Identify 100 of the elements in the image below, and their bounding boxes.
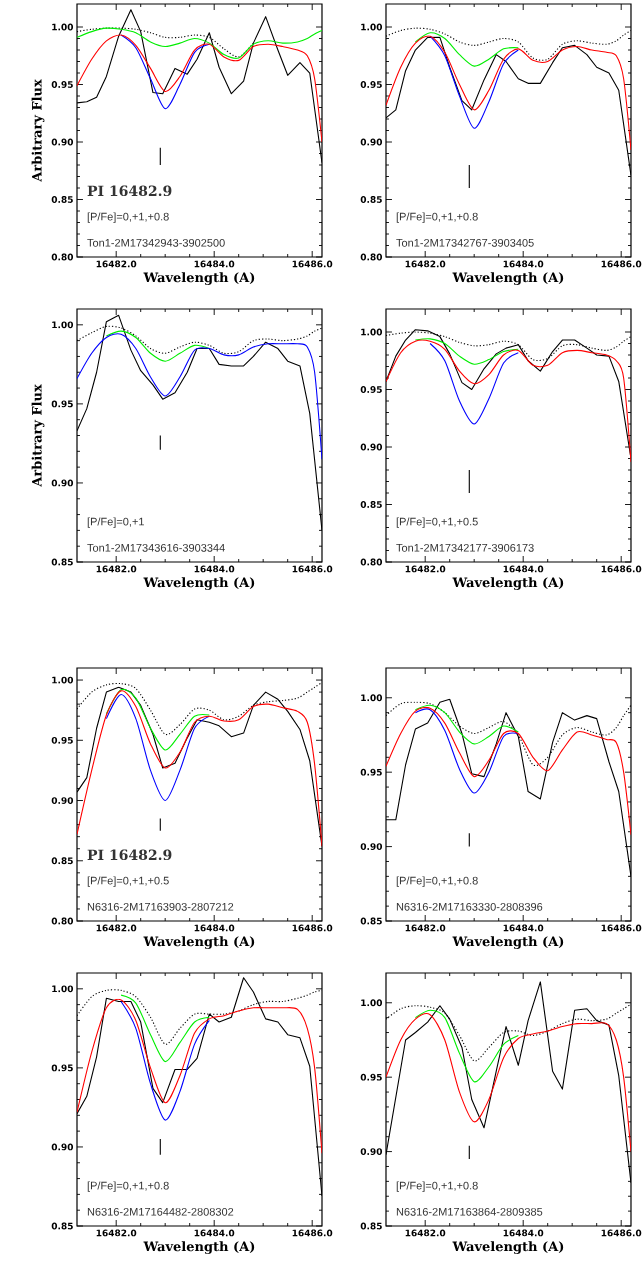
x-tick-label: 16484.0 bbox=[194, 924, 235, 932]
annotation: [P/Fe]=0,+1,+0.5 bbox=[87, 876, 169, 887]
annotation: [P/Fe]=0,+1,+0.8 bbox=[87, 1181, 169, 1192]
x-tick-label: 16486.0 bbox=[601, 924, 642, 932]
y-tick-label: 0.90 bbox=[360, 138, 383, 146]
annotation: [P/Fe]=0,+1,+0.8 bbox=[87, 212, 169, 223]
x-tick-label: 16486.0 bbox=[601, 565, 642, 573]
y-tick-label: 0.85 bbox=[51, 558, 73, 566]
y-tick-label: 0.90 bbox=[360, 443, 383, 451]
y-tick-label: 0.85 bbox=[51, 857, 73, 865]
x-tick-label: 16486.0 bbox=[292, 924, 333, 932]
annotation: Ton1-2M17343616-3903344 bbox=[87, 543, 225, 552]
x-axis-title: Wavelength (A) bbox=[452, 936, 564, 949]
annotation: [P/Fe]=0,+1,+0.8 bbox=[396, 212, 478, 223]
y-axis-title: Arbitrary Flux bbox=[31, 79, 45, 182]
y-tick-label: 0.85 bbox=[51, 1222, 73, 1230]
line-series bbox=[414, 708, 519, 794]
y-tick-label: 0.90 bbox=[51, 1143, 74, 1151]
annotation: Ton1-2M17342767-3903405 bbox=[396, 238, 534, 247]
y-tick-label: 0.85 bbox=[360, 1222, 382, 1230]
line-series bbox=[414, 32, 519, 67]
annotation: [P/Fe]=0,+1 bbox=[87, 517, 144, 528]
x-tick-label: 16486.0 bbox=[292, 565, 333, 573]
x-tick-label: 16482.0 bbox=[96, 924, 137, 932]
y-tick-label: 0.95 bbox=[360, 768, 382, 776]
y-tick-label: 1.00 bbox=[361, 694, 383, 702]
annotation: Ton1-2M17342177-3906173 bbox=[396, 543, 534, 552]
line-series bbox=[105, 693, 210, 802]
annotation: [P/Fe]=0,+1,+0.8 bbox=[396, 876, 478, 887]
annotation: [P/Fe]=0,+1,+0.5 bbox=[396, 517, 478, 528]
y-tick-label: 0.80 bbox=[360, 558, 383, 566]
y-tick-label: 0.85 bbox=[360, 196, 382, 203]
y-axis-title: Arbitrary Flux bbox=[31, 384, 45, 487]
x-tick-label: 16484.0 bbox=[194, 260, 235, 268]
x-tick-label: 16484.0 bbox=[503, 924, 544, 932]
x-tick-label: 16482.0 bbox=[96, 260, 137, 268]
annotation: [P/Fe]=0,+1,+0.8 bbox=[396, 1181, 478, 1192]
x-tick-label: 16486.0 bbox=[601, 1229, 642, 1237]
y-tick-label: 0.90 bbox=[360, 1148, 383, 1155]
y-tick-label: 0.85 bbox=[51, 196, 73, 203]
line-series bbox=[120, 994, 210, 1063]
line-series bbox=[414, 338, 519, 365]
x-axis-title: Wavelength (A) bbox=[452, 1241, 564, 1254]
x-tick-label: 16482.0 bbox=[405, 260, 446, 268]
x-axis-title: Wavelength (A) bbox=[452, 577, 564, 590]
x-axis-title: Wavelength (A) bbox=[143, 272, 255, 285]
line-series bbox=[77, 27, 322, 59]
y-tick-label: 0.95 bbox=[360, 81, 382, 88]
y-tick-label: 0.80 bbox=[51, 917, 74, 925]
y-tick-label: 0.90 bbox=[51, 138, 74, 146]
y-tick-label: 0.95 bbox=[51, 400, 73, 408]
line-series bbox=[429, 342, 519, 425]
x-tick-label: 16484.0 bbox=[503, 565, 544, 573]
x-tick-label: 16486.0 bbox=[601, 260, 642, 268]
y-tick-label: 0.90 bbox=[51, 479, 74, 487]
y-tick-label: 0.95 bbox=[51, 1064, 73, 1072]
line-series bbox=[414, 704, 519, 745]
y-tick-label: 1.00 bbox=[361, 23, 383, 31]
x-tick-label: 16482.0 bbox=[96, 1229, 137, 1237]
x-axis-title: Wavelength (A) bbox=[452, 272, 564, 285]
annotation: N6316-2M17163903-2807212 bbox=[87, 902, 234, 911]
annotation: PI 16482.9 bbox=[87, 185, 172, 197]
y-tick-label: 0.95 bbox=[51, 736, 73, 744]
y-tick-label: 0.95 bbox=[360, 1073, 382, 1081]
y-tick-label: 0.90 bbox=[360, 843, 383, 850]
y-tick-label: 1.00 bbox=[361, 999, 383, 1007]
x-tick-label: 16486.0 bbox=[292, 260, 333, 268]
y-tick-label: 0.85 bbox=[360, 917, 382, 925]
line-series bbox=[105, 688, 210, 751]
x-tick-label: 16484.0 bbox=[503, 1229, 544, 1237]
x-tick-label: 16484.0 bbox=[503, 260, 544, 268]
line-series bbox=[120, 34, 210, 110]
y-tick-label: 1.00 bbox=[52, 676, 74, 684]
y-tick-label: 1.00 bbox=[52, 23, 74, 31]
line-series bbox=[120, 1000, 210, 1121]
x-tick-label: 16482.0 bbox=[405, 924, 446, 932]
x-tick-label: 16482.0 bbox=[405, 1229, 446, 1237]
annotation: N6316-2M17163864-2809385 bbox=[396, 1207, 543, 1216]
x-axis-title: Wavelength (A) bbox=[143, 936, 255, 949]
x-tick-label: 16482.0 bbox=[96, 565, 137, 573]
x-tick-label: 16484.0 bbox=[194, 565, 235, 573]
y-tick-label: 0.80 bbox=[51, 253, 74, 261]
annotation: Ton1-2M17342943-3902500 bbox=[87, 238, 225, 247]
y-tick-label: 1.00 bbox=[52, 321, 74, 329]
x-axis-title: Wavelength (A) bbox=[143, 1241, 255, 1254]
y-tick-label: 1.00 bbox=[361, 328, 383, 336]
y-tick-label: 0.95 bbox=[360, 386, 382, 393]
annotation: PI 16482.9 bbox=[87, 849, 172, 861]
y-tick-label: 1.00 bbox=[52, 985, 74, 993]
y-tick-label: 0.85 bbox=[360, 501, 382, 508]
y-tick-label: 0.80 bbox=[360, 253, 383, 261]
line-series bbox=[105, 330, 210, 362]
x-tick-label: 16482.0 bbox=[405, 565, 446, 573]
line-series bbox=[429, 35, 519, 129]
x-tick-label: 16486.0 bbox=[292, 1229, 333, 1237]
annotation: N6316-2M17163330-2808396 bbox=[396, 902, 543, 911]
annotation: N6316-2M17164482-2808302 bbox=[87, 1207, 234, 1216]
x-tick-label: 16484.0 bbox=[194, 1229, 235, 1237]
y-tick-label: 0.90 bbox=[51, 797, 74, 804]
y-tick-label: 0.95 bbox=[51, 81, 73, 88]
